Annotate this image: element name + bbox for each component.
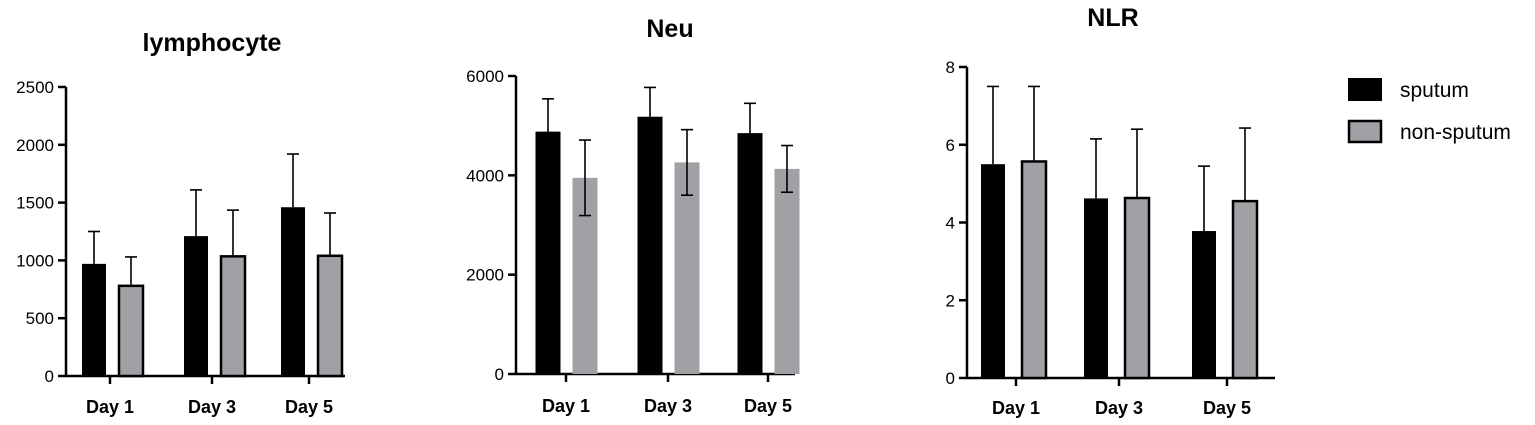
bar-non-sputum-day-1 xyxy=(1020,160,1048,380)
x-tick-label-day-1: Day 1 xyxy=(542,396,590,416)
chart-title: NLR xyxy=(1087,4,1138,32)
bar-sputum-day-3 xyxy=(184,236,208,376)
x-tick-label-day-3: Day 3 xyxy=(188,397,236,417)
legend-label-non-sputum: non-sputum xyxy=(1400,121,1511,144)
y-tick-label: 2000 xyxy=(16,136,54,155)
y-tick-label: 4000 xyxy=(466,166,504,185)
y-tick-label: 2500 xyxy=(16,78,54,97)
legend-swatch-non-sputum xyxy=(1347,119,1383,144)
chart-title: lymphocyte xyxy=(143,29,282,57)
y-tick-label: 4 xyxy=(946,214,955,233)
bar-non-sputum-day-1 xyxy=(117,284,145,378)
bar-non-sputum-day-5 xyxy=(316,254,344,378)
x-tick-label-day-3: Day 3 xyxy=(1095,398,1143,418)
bar-sputum-day-3 xyxy=(637,116,663,374)
y-tick-label: 0 xyxy=(45,367,54,386)
x-tick-label-day-5: Day 5 xyxy=(285,397,333,417)
lymphocyte-chart: lymphocyte 0 500 1000 1500 2000 2500 Day 1 Da… xyxy=(16,29,345,417)
bar-non-sputum-day-3 xyxy=(1123,196,1151,380)
x-tick-label-day-5: Day 5 xyxy=(744,396,792,416)
y-tick-label: 0 xyxy=(495,365,504,384)
legend-item-sputum: sputum xyxy=(1348,78,1469,102)
x-tick-label-day-5: Day 5 xyxy=(1203,398,1251,418)
bar-sputum-day-1 xyxy=(981,164,1005,378)
legend-swatch-sputum xyxy=(1348,78,1382,101)
neu-chart: Neu 0 2000 4000 6000 Day 1 Day 3 Day 5 xyxy=(466,15,800,416)
bar-sputum-day-5 xyxy=(737,133,763,374)
bar-sputum-day-1 xyxy=(535,131,561,374)
legend-label-sputum: sputum xyxy=(1400,79,1469,102)
chart-title: Neu xyxy=(646,15,693,43)
y-tick-label: 6000 xyxy=(466,67,504,86)
bar-sputum-day-5 xyxy=(281,207,305,376)
bar-non-sputum-day-5 xyxy=(774,168,800,374)
y-tick-label: 6 xyxy=(946,136,955,155)
y-tick-label: 8 xyxy=(946,58,955,77)
legend-item-non-sputum: non-sputum xyxy=(1347,119,1511,144)
y-tick-label: 2 xyxy=(946,291,955,310)
y-tick-label: 500 xyxy=(26,309,54,328)
bar-non-sputum-day-3 xyxy=(674,162,700,374)
y-tick-label: 1000 xyxy=(16,251,54,270)
bar-sputum-day-5 xyxy=(1192,231,1216,378)
legend: sputum non-sputum xyxy=(1347,78,1511,144)
y-tick-label: 0 xyxy=(946,369,955,388)
nlr-chart: NLR 0 2 4 6 8 Day 1 Day 3 Day 5 xyxy=(946,4,1275,418)
y-tick-label: 2000 xyxy=(466,266,504,285)
x-tick-label-day-1: Day 1 xyxy=(86,397,134,417)
x-tick-label-day-3: Day 3 xyxy=(644,396,692,416)
y-tick-label: 1500 xyxy=(16,194,54,213)
bar-sputum-day-1 xyxy=(82,263,106,376)
bar-non-sputum-day-3 xyxy=(219,255,247,378)
bar-non-sputum-day-5 xyxy=(1231,199,1259,380)
bar-sputum-day-3 xyxy=(1084,198,1108,378)
x-tick-label-day-1: Day 1 xyxy=(992,398,1040,418)
